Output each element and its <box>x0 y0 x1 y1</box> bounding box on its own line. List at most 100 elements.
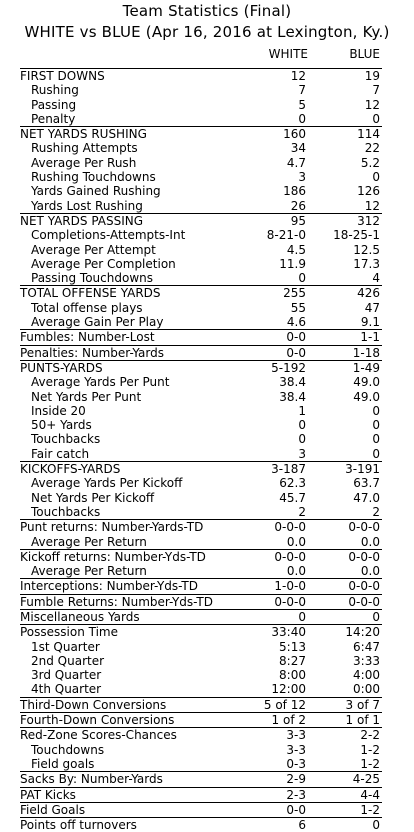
stat-label: Total offense plays <box>31 300 143 315</box>
white-value: 38.4 <box>279 389 306 404</box>
blue-value: 0 <box>372 432 380 447</box>
blue-value: 0.0 <box>360 564 380 579</box>
stat-label: Field goals <box>31 756 95 771</box>
blue-value: 0-0-0 <box>308 548 382 565</box>
table-row: Field goals 0-3 1-2 <box>20 757 382 772</box>
table-row: NET YARDS RUSHING 160 114 <box>20 126 382 142</box>
report-title: Team Statistics (Final) <box>122 2 292 20</box>
stat-label: Possession Time <box>20 624 234 640</box>
white-value: 62.3 <box>279 476 306 491</box>
white-value: 5:13 <box>279 639 306 654</box>
blue-value: 3:33 <box>353 653 380 668</box>
white-value: 3 <box>298 446 306 461</box>
white-value: 12 <box>234 68 308 84</box>
table-row: Penalties: Number-Yards 0-0 1-18 <box>20 344 382 361</box>
white-value: 5-192 <box>234 359 308 376</box>
white-value: 5 of 12 <box>234 696 308 713</box>
stat-label: Interceptions: Number-Yds-TD <box>20 578 234 595</box>
blue-value: 12 <box>364 198 380 213</box>
blue-value: 126 <box>357 184 380 199</box>
table-row: Red-Zone Scores-Chances 3-3 2-2 <box>20 727 382 743</box>
white-value: 160 <box>234 126 308 142</box>
blue-value: 4:00 <box>353 668 380 683</box>
blue-value: 0-0-0 <box>308 578 382 595</box>
white-value: 4.5 <box>286 242 306 257</box>
blue-value: 5.2 <box>360 155 380 170</box>
table-row: Punt returns: Number-Yards-TD 0-0-0 0-0-0 <box>20 519 382 535</box>
white-value: 0-0 <box>234 329 308 346</box>
white-value: 2-3 <box>234 786 308 803</box>
white-value: 0 <box>298 432 306 447</box>
white-value: 6 <box>234 817 308 832</box>
white-value: 3-3 <box>286 742 306 757</box>
white-value: 4.6 <box>286 315 306 330</box>
blue-value: 4-25 <box>308 771 382 788</box>
team-stats-table: FIRST DOWNS 12 19 Rushing 7 7 Passing 5 12 Penalt… <box>20 68 382 832</box>
stat-label: Net Yards Per Punt <box>31 389 142 404</box>
stat-label: Fumbles: Number-Lost <box>20 329 234 346</box>
table-row: Sacks By: Number-Yards 2-9 4-25 <box>20 771 382 788</box>
stat-label: Fair catch <box>31 446 90 461</box>
white-value: 1 <box>298 403 306 418</box>
blue-value: 12.5 <box>353 242 380 257</box>
table-row: 1st Quarter 5:13 6:47 <box>20 640 382 654</box>
table-row: 50+ Yards 0 0 <box>20 418 382 432</box>
white-value: 38.4 <box>279 375 306 390</box>
column-header-blue: BLUE <box>349 47 380 61</box>
matchup-subtitle: WHITE vs BLUE (Apr 16, 2016 at Lexington… <box>24 23 390 41</box>
blue-value: 17.3 <box>353 256 380 271</box>
table-row: Touchdowns 3-3 1-2 <box>20 743 382 757</box>
blue-value: 0 <box>308 817 382 832</box>
blue-value: 0 <box>372 170 380 185</box>
white-value: 8-21-0 <box>266 228 306 243</box>
stat-label: Kickoff returns: Number-Yds-TD <box>20 548 234 565</box>
stat-label: Yards Lost Rushing <box>31 198 143 213</box>
blue-value: 312 <box>308 212 382 229</box>
white-value: 34 <box>290 141 306 156</box>
blue-value: 2-2 <box>308 727 382 743</box>
white-value: 0.0 <box>286 564 306 579</box>
stat-label: Points off turnovers <box>20 817 234 832</box>
white-value: 1 of 2 <box>234 712 308 728</box>
blue-value: 49.0 <box>353 375 380 390</box>
table-row: 4th Quarter 12:00 0:00 <box>20 682 382 697</box>
stat-label: Touchbacks <box>31 504 101 519</box>
white-value: 0-0-0 <box>234 548 308 565</box>
blue-value: 3-191 <box>308 461 382 477</box>
table-row: Interceptions: Number-Yds-TD 1-0-0 0-0-0 <box>20 578 382 595</box>
stat-label: Average Yards Per Kickoff <box>31 476 183 491</box>
blue-value: 0-0-0 <box>308 593 382 610</box>
white-value: 33:40 <box>234 624 308 640</box>
blue-value: 4-4 <box>308 786 382 803</box>
stat-label: Net Yards Per Kickoff <box>31 490 155 505</box>
column-header-white: WHITE <box>268 47 308 61</box>
table-row: TOTAL OFFENSE YARDS 255 426 <box>20 285 382 301</box>
stat-label: Average Yards Per Punt <box>31 375 170 390</box>
table-row: 3rd Quarter 8:00 4:00 <box>20 668 382 682</box>
table-row: Points off turnovers 6 0 <box>20 817 382 832</box>
white-value: 186 <box>283 184 306 199</box>
blue-value: 0 <box>372 403 380 418</box>
table-row: Fumbles: Number-Lost 0-0 1-1 <box>20 329 382 346</box>
stat-label: Red-Zone Scores-Chances <box>20 727 234 743</box>
white-value: 55 <box>290 300 306 315</box>
table-row: Possession Time 33:40 14:20 <box>20 624 382 640</box>
table-row: Completions-Attempts-Int 8-21-0 18-25-1 <box>20 228 382 242</box>
white-value: 7 <box>298 83 306 98</box>
stat-label: Fourth-Down Conversions <box>20 712 234 728</box>
stat-label: Completions-Attempts-Int <box>31 228 186 243</box>
blue-value: 22 <box>364 141 380 156</box>
blue-value: 1-1 <box>308 329 382 346</box>
table-row: Passing Touchdowns 0 4 <box>20 271 382 286</box>
white-value: 12:00 <box>271 682 306 697</box>
white-value: 2 <box>298 504 306 519</box>
white-value: 1-0-0 <box>234 578 308 595</box>
white-value: 0-3 <box>286 756 306 771</box>
table-row: Net Yards Per Punt 38.4 49.0 <box>20 390 382 404</box>
stat-label: Average Gain Per Play <box>31 315 164 330</box>
white-value: 255 <box>234 285 308 301</box>
table-row: PAT Kicks 2-3 4-4 <box>20 786 382 803</box>
white-value: 3-3 <box>234 727 308 743</box>
white-value: 3 <box>298 170 306 185</box>
